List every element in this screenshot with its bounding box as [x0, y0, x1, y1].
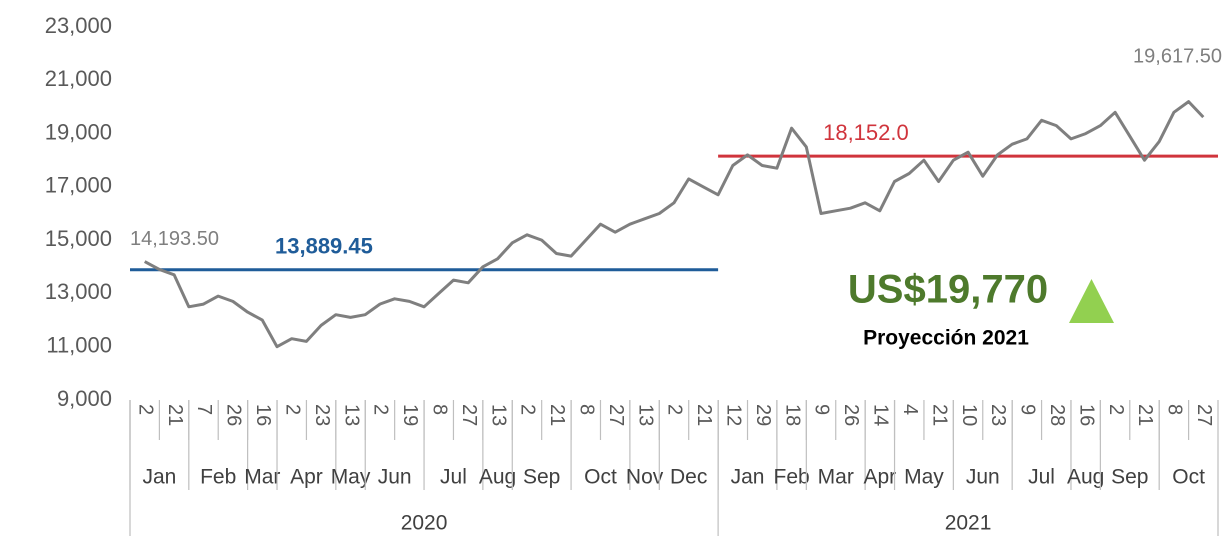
x-month-label: Jan — [142, 466, 176, 489]
x-day-label: 23 — [987, 404, 1009, 426]
x-month-label: Dec — [670, 466, 707, 489]
x-year-label: 2021 — [945, 512, 992, 535]
up-arrow — [1069, 279, 1114, 323]
average-label: 13,889.45 — [275, 234, 373, 259]
y-tick-label: 11,000 — [46, 333, 112, 358]
x-month-label: Sep — [1111, 466, 1148, 489]
data-label: 19,617.50 — [1133, 45, 1222, 67]
x-month-label: Oct — [1172, 466, 1205, 489]
x-day-label: 13 — [340, 404, 362, 426]
price-line — [143, 100, 1205, 349]
x-day-label: 13 — [487, 404, 509, 426]
x-month-label: Feb — [200, 466, 236, 489]
x-month-label: Sep — [523, 466, 560, 489]
x-month-label: Jul — [1028, 466, 1055, 489]
x-day-label: 14 — [870, 404, 892, 426]
x-month-label: Jun — [378, 466, 412, 489]
projection-label: Proyección 2021 — [863, 327, 1029, 350]
x-day-label: 21 — [1134, 404, 1156, 426]
x-day-label: 19 — [399, 404, 421, 426]
x-month-label: Jun — [966, 466, 1000, 489]
x-month-label: Jan — [731, 466, 765, 489]
x-day-label: 23 — [311, 404, 333, 426]
x-year-label: 2020 — [401, 512, 448, 535]
y-tick-label: 15,000 — [45, 226, 112, 251]
x-day-label: 29 — [752, 404, 774, 426]
x-day-label: 7 — [193, 404, 215, 415]
x-month-label: Nov — [626, 466, 664, 489]
x-month-label: Apr — [863, 466, 896, 489]
x-day-label: 2 — [370, 404, 392, 415]
x-day-label: 2 — [134, 404, 156, 415]
x-day-label: 10 — [958, 404, 980, 426]
x-day-label: 26 — [223, 404, 245, 426]
x-day-label: 27 — [605, 404, 627, 426]
x-day-label: 4 — [899, 404, 921, 415]
x-month-label: Mar — [818, 466, 854, 489]
x-day-label: 8 — [428, 404, 450, 415]
x-day-label: 16 — [252, 404, 274, 426]
x-day-label: 12 — [723, 404, 745, 426]
x-day-label: 21 — [164, 404, 186, 426]
x-day-label: 13 — [634, 404, 656, 426]
projection-value: US$19,770 — [848, 268, 1048, 312]
x-month-label: Aug — [479, 466, 516, 489]
x-day-label: 21 — [928, 404, 950, 426]
x-day-label: 2 — [664, 404, 686, 415]
y-tick-label: 13,000 — [45, 279, 112, 304]
data-label: 14,193.50 — [130, 228, 219, 250]
x-day-label: 2 — [517, 404, 539, 415]
x-day-label: 16 — [1075, 404, 1097, 426]
average-label: 18,152.0 — [823, 120, 909, 145]
x-month-label: Mar — [244, 466, 280, 489]
x-day-label: 26 — [840, 404, 862, 426]
x-month-label: Feb — [774, 466, 810, 489]
x-day-label: 2 — [281, 404, 303, 415]
x-month-label: Aug — [1067, 466, 1104, 489]
x-day-label: 8 — [1164, 404, 1186, 415]
y-tick-label: 17,000 — [45, 173, 112, 198]
y-tick-label: 9,000 — [57, 386, 112, 411]
x-day-label: 21 — [693, 404, 715, 426]
x-day-label: 9 — [1017, 404, 1039, 415]
x-day-label: 2 — [1105, 404, 1127, 415]
y-tick-label: 21,000 — [45, 66, 112, 91]
x-day-label: 21 — [546, 404, 568, 426]
x-month-label: May — [331, 466, 371, 489]
x-month-label: May — [904, 466, 944, 489]
x-day-label: 27 — [458, 404, 480, 426]
x-day-label: 9 — [811, 404, 833, 415]
x-month-label: Jul — [440, 466, 467, 489]
x-day-label: 18 — [781, 404, 803, 426]
y-tick-label: 19,000 — [45, 119, 112, 144]
x-day-label: 27 — [1193, 404, 1215, 426]
x-month-label: Apr — [290, 466, 323, 489]
x-day-label: 28 — [1046, 404, 1068, 426]
y-tick-label: 23,000 — [45, 13, 112, 38]
x-month-label: Oct — [584, 466, 617, 489]
x-day-label: 8 — [576, 404, 598, 415]
